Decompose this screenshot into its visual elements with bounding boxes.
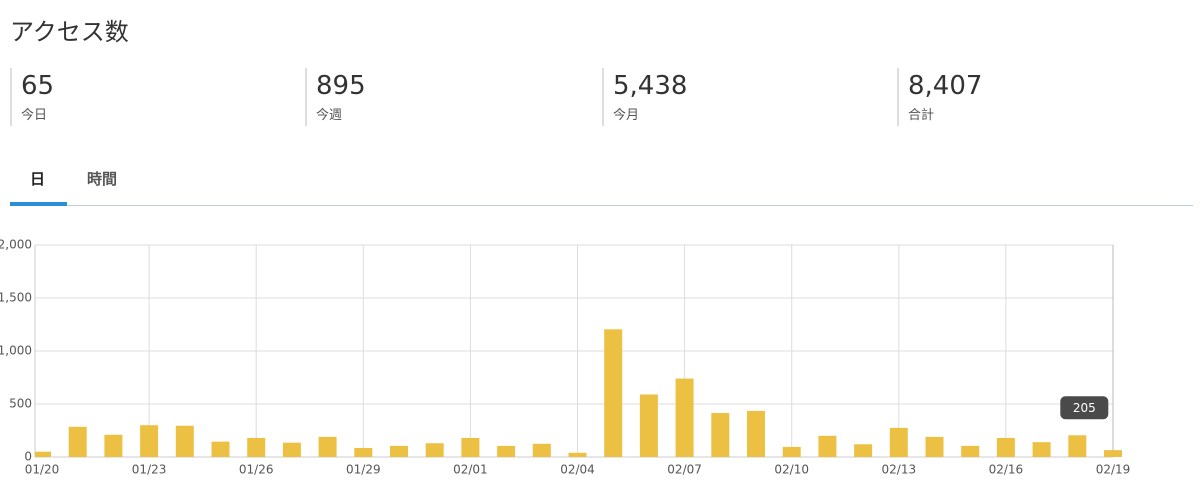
bar <box>711 413 730 457</box>
stat-value: 5,438 <box>613 71 688 101</box>
bar <box>211 441 230 457</box>
tab[interactable]: 時間 <box>87 170 118 188</box>
bar <box>247 437 266 457</box>
bar <box>818 435 837 457</box>
y-tick-label: 0 <box>24 450 32 464</box>
bar <box>497 445 516 457</box>
tooltip-box <box>1060 396 1109 420</box>
bar <box>639 394 658 457</box>
bar <box>889 427 908 457</box>
bar <box>104 434 123 457</box>
bar <box>747 410 765 457</box>
x-tick-label: 02/10 <box>774 463 809 477</box>
y-tick-label: 500 <box>9 397 32 411</box>
bar <box>568 452 587 457</box>
x-tick-label: 02/13 <box>882 463 917 477</box>
stat: 65 今日 <box>10 68 54 126</box>
stat-value: 65 <box>21 71 55 101</box>
tab-divider <box>10 205 1193 206</box>
bar <box>854 444 873 457</box>
stat-value: 8,407 <box>908 71 983 101</box>
bar <box>1104 450 1122 457</box>
stat-label: 今日 <box>21 108 48 123</box>
bar <box>1068 435 1087 457</box>
bar <box>354 447 373 457</box>
stat-value: 895 <box>316 71 366 101</box>
bar <box>175 425 194 457</box>
bar <box>996 437 1015 457</box>
stat-label: 今月 <box>613 108 640 123</box>
bar <box>35 451 51 457</box>
x-tick-label: 01/20 <box>25 463 60 477</box>
bar <box>925 436 944 457</box>
bar <box>604 329 623 457</box>
x-tick-label: 02/04 <box>560 463 595 477</box>
bar <box>68 426 87 457</box>
page-title: アクセス数 <box>10 18 129 46</box>
bar <box>532 443 551 457</box>
tab[interactable]: 日 <box>30 170 46 188</box>
y-tick-label: 1,500 <box>0 291 32 305</box>
tooltip-label: 205 <box>1073 401 1096 415</box>
bar <box>318 436 337 457</box>
x-tick-label: 01/26 <box>239 463 274 477</box>
bar <box>425 443 444 457</box>
stat: 8,407 合計 <box>897 68 982 126</box>
x-tick-label: 01/29 <box>346 463 381 477</box>
bar <box>390 445 408 457</box>
bar <box>1032 442 1051 457</box>
bar <box>140 425 159 457</box>
tab-indicator <box>10 202 67 206</box>
bar <box>782 446 801 457</box>
stat: 5,438 今月 <box>602 68 687 126</box>
stat-label: 今週 <box>316 108 343 123</box>
bar <box>675 378 694 457</box>
x-tick-label: 01/23 <box>132 463 167 477</box>
x-tick-label: 02/19 <box>1096 463 1131 477</box>
bar <box>461 437 480 457</box>
y-tick-label: 1,000 <box>0 344 32 358</box>
x-tick-label: 02/16 <box>989 463 1024 477</box>
bar <box>961 445 980 457</box>
stat: 895 今週 <box>305 68 366 126</box>
bar <box>282 442 301 457</box>
x-tick-label: 02/07 <box>667 463 702 477</box>
x-tick-label: 02/01 <box>453 463 488 477</box>
stat-label: 合計 <box>908 108 935 123</box>
y-tick-label: 2,000 <box>0 238 32 252</box>
